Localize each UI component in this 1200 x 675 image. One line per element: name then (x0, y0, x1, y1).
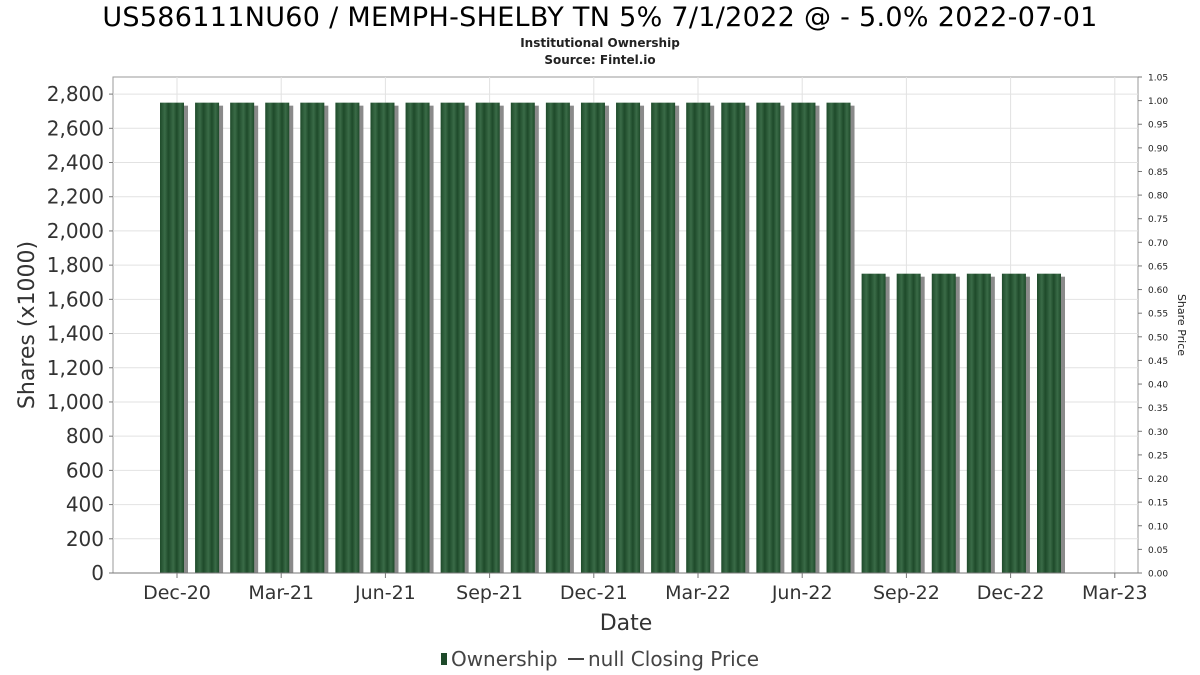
legend-price-label: null Closing Price (587, 647, 760, 671)
x-axis-label: Date (600, 611, 653, 636)
ownership-bar (861, 273, 886, 573)
y2-tick-label: 0.00 (1148, 570, 1168, 580)
y-tick-label: 1,400 (47, 322, 104, 346)
ownership-bar (931, 273, 956, 573)
x-tick-label: Mar-22 (665, 582, 731, 604)
y2-tick-label: 0.55 (1148, 310, 1168, 320)
ownership-bar (335, 102, 360, 573)
x-tick-label: Dec-20 (143, 582, 211, 604)
y-axis-label: Shares (x1000) (15, 241, 40, 409)
y-tick-label: 0 (91, 561, 104, 585)
legend: Ownership null Closing Price (0, 647, 1200, 671)
y2-tick-label: 0.20 (1148, 475, 1168, 485)
y2-axis-label: Share Price (1175, 294, 1188, 356)
ownership-bar (545, 102, 570, 573)
y2-tick-label: 0.85 (1148, 168, 1168, 178)
chart-title: US586111NU60 / MEMPH-SHELBY TN 5% 7/1/20… (102, 2, 1098, 33)
x-tick-label: Mar-23 (1082, 582, 1148, 604)
x-tick-label: Mar-21 (248, 582, 314, 604)
y-tick-label: 2,800 (47, 82, 104, 106)
price-legend-swatch (567, 657, 584, 660)
ownership-bar (300, 102, 325, 573)
y2-tick-label: 0.50 (1148, 333, 1168, 343)
y-tick-label: 400 (66, 493, 104, 517)
y2-tick-label: 0.90 (1148, 144, 1168, 154)
ownership-bar (791, 102, 816, 573)
y-tick-label: 1,600 (47, 287, 104, 311)
ownership-chart: 0 200 400 600 800 1,000 1,200 1,400 1,600 1,800 2,… (15, 74, 1188, 637)
ownership-bar (370, 102, 395, 573)
y-tick-label: 2,200 (47, 185, 104, 209)
y2-tick-label: 0.95 (1148, 121, 1168, 131)
y2-tick-label: 0.10 (1148, 522, 1168, 532)
x-tick-label: Sep-22 (873, 582, 940, 604)
y-tick-label: 1,000 (47, 390, 104, 414)
ownership-bar (510, 102, 535, 573)
y2-tick-label: 0.75 (1148, 215, 1168, 225)
ownership-bar (826, 102, 851, 573)
y2-tick-label: 0.45 (1148, 357, 1168, 367)
ownership-bar (405, 102, 430, 573)
ownership-bar (475, 102, 500, 573)
chart-subtitle: Institutional Ownership (520, 36, 680, 50)
ownership-bar (440, 102, 465, 573)
y2-tick-label: 0.40 (1148, 381, 1168, 391)
y-tick-label: 2,400 (47, 151, 104, 175)
chart-source: Source: Fintel.io (544, 53, 656, 67)
y2-tick-label: 0.25 (1148, 451, 1168, 461)
x-tick-label: Jun-22 (771, 582, 833, 604)
y2-tick-label: 0.70 (1148, 239, 1168, 249)
x-tick-label: Dec-21 (560, 582, 628, 604)
y-tick-label: 1,800 (47, 253, 104, 277)
ownership-bar (580, 102, 605, 573)
x-tick-label: Jun-21 (354, 582, 416, 604)
y-tick-label: 2,600 (47, 116, 104, 140)
ownership-bar (966, 273, 991, 573)
y2-tick-label: 1.00 (1148, 97, 1168, 107)
ownership-bar (1037, 273, 1061, 573)
ownership-bar (721, 102, 746, 573)
y2-tick-label: 0.60 (1148, 286, 1168, 296)
y2-tick-label: 0.30 (1148, 428, 1168, 438)
y-tick-label: 800 (66, 424, 104, 448)
ownership-bar (160, 102, 184, 573)
y-tick-label: 1,200 (47, 356, 104, 380)
ownership-bar (896, 273, 921, 573)
x-tick-label: Dec-22 (977, 582, 1045, 604)
y-tick-label: 200 (66, 527, 104, 551)
ownership-bar (686, 102, 711, 573)
y2-tick-label: 0.35 (1148, 404, 1168, 414)
y2-tick-label: 0.15 (1148, 499, 1168, 509)
ownership-bar (195, 102, 220, 573)
y2-tick-label: 1.05 (1148, 74, 1168, 84)
y2-tick-label: 0.65 (1148, 262, 1168, 272)
y-tick-label: 600 (66, 458, 104, 482)
ownership-bar (756, 102, 781, 573)
ownership-bar (230, 102, 255, 573)
ownership-bar (616, 102, 641, 573)
legend-ownership-label: Ownership (450, 647, 558, 671)
y2-tick-label: 0.05 (1148, 546, 1168, 556)
ownership-bar (1001, 273, 1026, 573)
y2-tick-label: 0.80 (1148, 192, 1168, 202)
ownership-legend-swatch (440, 652, 447, 665)
x-tick-label: Sep-21 (456, 582, 523, 604)
ownership-bar (265, 102, 290, 573)
ownership-bar (651, 102, 676, 573)
y-tick-label: 2,000 (47, 219, 104, 243)
